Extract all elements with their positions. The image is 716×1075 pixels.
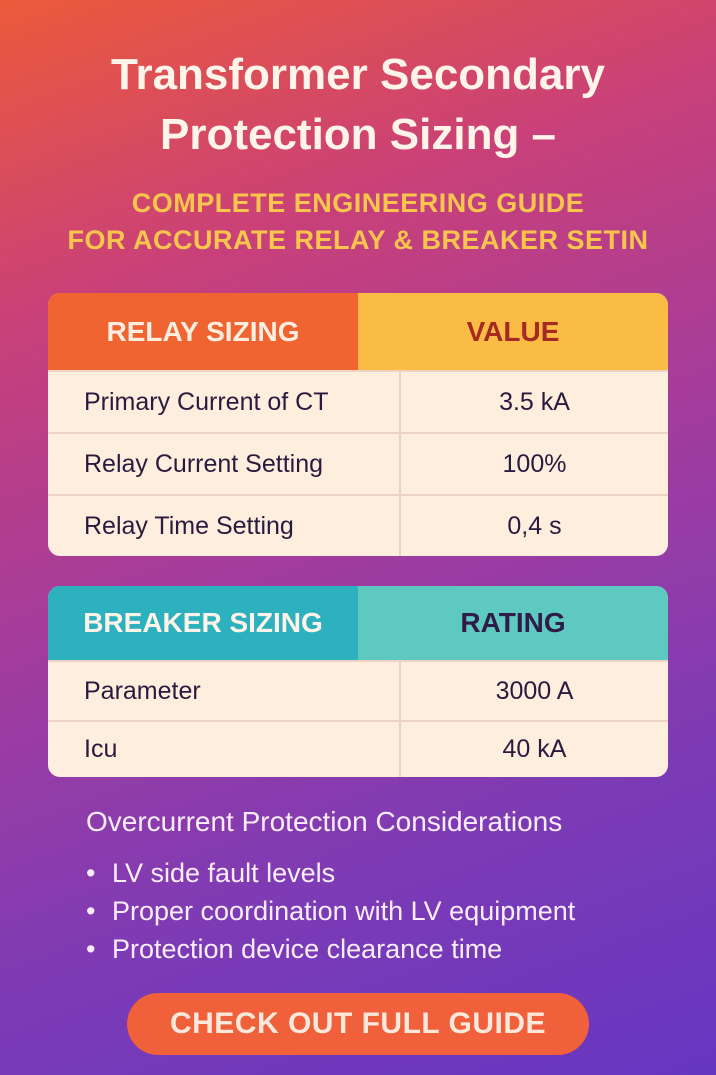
header-value: VALUE [358,293,668,370]
considerations-list: • LV side fault levels • Proper coordinati… [86,854,575,968]
bullet-icon: • [86,934,96,964]
breaker-sizing-table: BREAKER SIZING RATING Parameter 3000 A Ic… [48,586,668,777]
considerations-heading: Overcurrent Protection Considerations [86,806,563,837]
list-item: • LV side fault levels [86,854,575,892]
table-header: BREAKER SIZING RATING [48,586,668,660]
table-row: Parameter 3000 A [48,660,668,720]
row-value: 0,4 s [507,511,562,540]
row-value: 3000 A [495,676,574,705]
row-label: Relay Current Setting [48,434,401,494]
subtitle-line-2: FOR ACCURATE RELAY & BREAKER SETIN [67,225,649,255]
row-label: Parameter [48,662,401,720]
table-row: Icu 40 kA [48,720,668,777]
list-item: • Protection device clearance time [86,930,575,968]
bullet-icon: • [86,858,96,888]
bullet-icon: • [86,896,96,926]
table-row: Relay Time Setting 0,4 s [48,494,668,556]
table-row: Primary Current of CT 3.5 kA [48,370,668,432]
row-value: 100% [502,449,567,478]
table-header: RELAY SIZING VALUE [48,293,668,370]
row-label: Primary Current of CT [48,372,401,432]
list-item: • Proper coordination with LV equipment [86,892,575,930]
list-item-text: Proper coordination with LV equipment [112,896,576,926]
table-row: Relay Current Setting 100% [48,432,668,494]
list-item-text: LV side fault levels [112,858,336,888]
relay-sizing-table: RELAY SIZING VALUE Primary Current of CT… [48,293,668,556]
header-rating: RATING [358,586,668,660]
page-title: Transformer Secondary Protection Sizing … [0,45,716,165]
subtitle-line-1: COMPLETE ENGINEERING GUIDE [131,188,585,218]
title-line-2: Protection Sizing – [159,110,557,159]
title-line-1: Transformer Secondary [111,50,605,99]
row-value: 3.5 kA [499,387,570,416]
row-label: Icu [48,722,401,777]
header-breaker-sizing: BREAKER SIZING [48,586,358,660]
row-label: Relay Time Setting [48,496,401,556]
row-value: 40 kA [502,735,567,763]
list-item-text: Protection device clearance time [112,934,503,964]
check-out-guide-button[interactable]: CHECK OUT FULL GUIDE [127,993,589,1055]
subtitle: COMPLETE ENGINEERING GUIDE FOR ACCURATE … [0,185,716,259]
header-relay-sizing: RELAY SIZING [48,293,358,370]
